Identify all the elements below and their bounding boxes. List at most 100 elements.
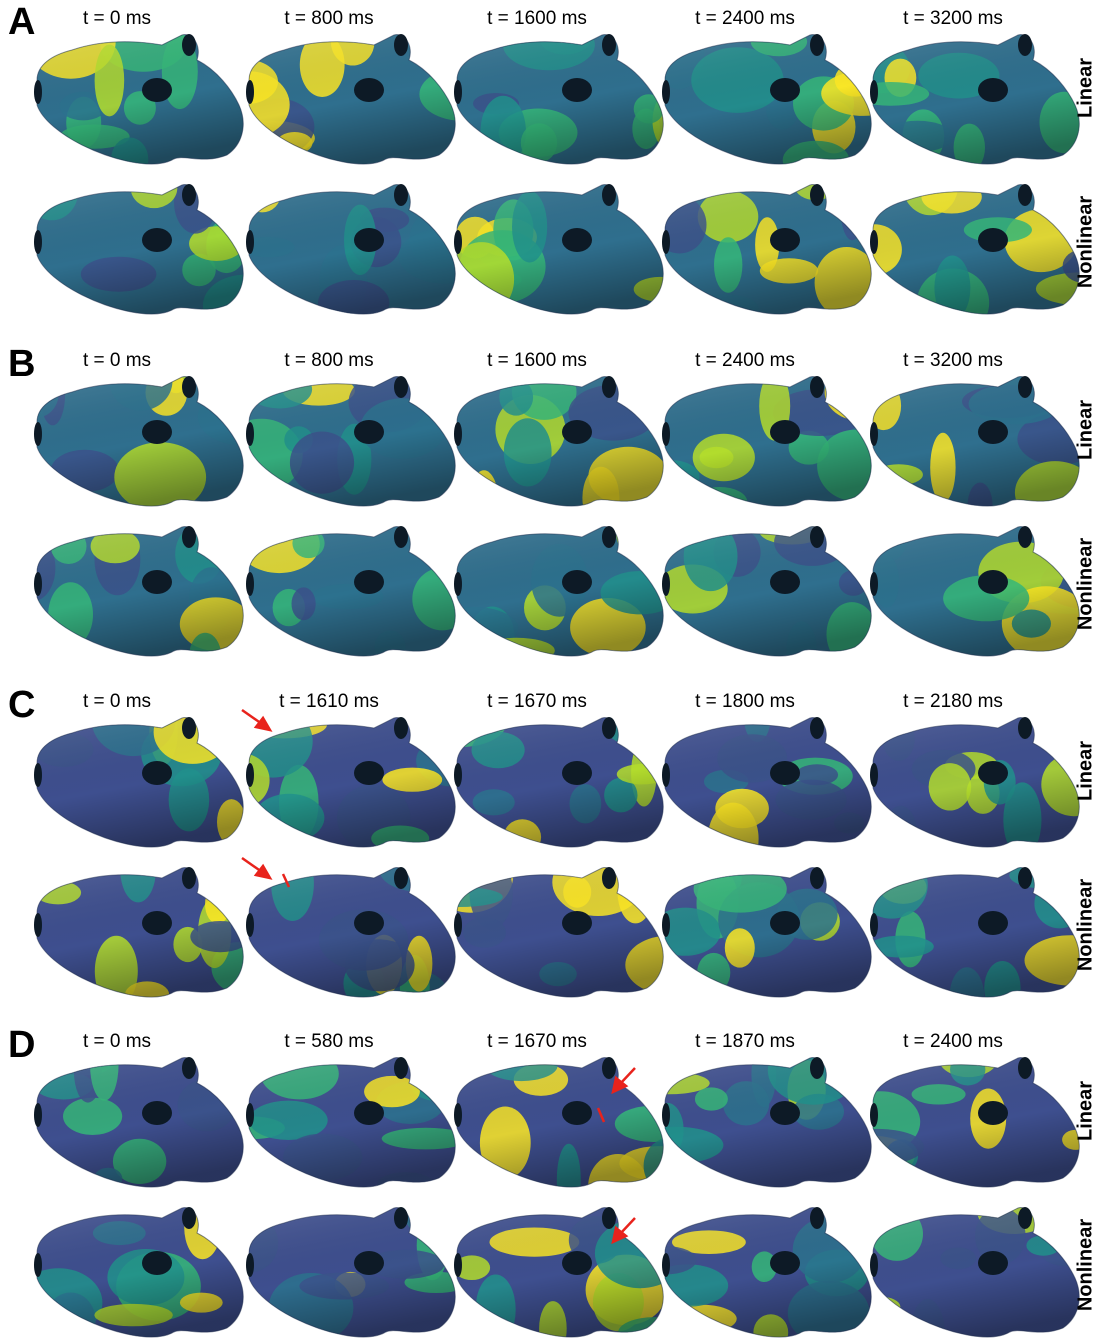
vessel-opening bbox=[142, 1101, 172, 1125]
vessel-opening bbox=[602, 526, 616, 548]
vessel-opening bbox=[394, 34, 408, 56]
vessel-opening bbox=[602, 1207, 616, 1229]
vessel-opening bbox=[602, 376, 616, 398]
activation-patch bbox=[870, 1319, 895, 1338]
vessel-opening bbox=[246, 763, 254, 787]
heart-surface bbox=[26, 4, 252, 181]
row-label: Nonlinear bbox=[1074, 196, 1096, 288]
heart bbox=[641, 363, 899, 517]
vessel-opening bbox=[870, 422, 878, 446]
vessel-opening bbox=[1018, 1057, 1032, 1079]
vessel-opening bbox=[602, 1057, 616, 1079]
vessel-opening bbox=[34, 230, 42, 254]
heart-surface bbox=[652, 173, 880, 322]
row-label: Linear bbox=[1074, 1081, 1096, 1141]
activation-patch bbox=[624, 1050, 648, 1088]
vessel-opening bbox=[978, 228, 1008, 252]
time-label: t = 1600 ms bbox=[487, 350, 587, 371]
vessel-opening bbox=[810, 717, 824, 739]
vessel-opening bbox=[142, 420, 172, 444]
vessel-opening bbox=[662, 230, 670, 254]
surface-shading bbox=[32, 1053, 252, 1193]
heart bbox=[242, 175, 492, 325]
vessel-opening bbox=[770, 420, 800, 444]
vessel-opening bbox=[662, 572, 670, 596]
heart bbox=[866, 361, 1099, 529]
time-label: t = 800 ms bbox=[284, 350, 373, 371]
heart-surface bbox=[866, 361, 1099, 529]
row-label: Linear bbox=[1074, 58, 1096, 118]
activation-patch bbox=[444, 350, 475, 406]
vessel-opening bbox=[354, 761, 384, 785]
surface-shading bbox=[660, 713, 880, 853]
vessel-opening bbox=[770, 761, 800, 785]
heart-surface bbox=[847, 155, 1103, 337]
vessel-opening bbox=[454, 913, 462, 937]
heart bbox=[232, 510, 475, 663]
vessel-opening bbox=[454, 763, 462, 787]
heart bbox=[851, 30, 1100, 171]
vessel-opening bbox=[810, 34, 824, 56]
heart-surface bbox=[437, 180, 686, 320]
heart bbox=[218, 1048, 492, 1197]
surface-shading bbox=[452, 522, 672, 662]
activation-patch bbox=[239, 363, 265, 396]
vessel-opening bbox=[354, 1251, 384, 1275]
heart bbox=[452, 1050, 698, 1218]
surface-shading bbox=[32, 713, 252, 853]
vessel-opening bbox=[182, 867, 196, 889]
surface-shading bbox=[244, 372, 464, 512]
vessel-opening bbox=[978, 911, 1008, 935]
vessel-opening bbox=[810, 867, 824, 889]
time-label: t = 0 ms bbox=[83, 691, 151, 712]
activation-patch bbox=[440, 518, 519, 539]
heart bbox=[220, 350, 475, 512]
vessel-opening bbox=[1018, 526, 1032, 548]
heart bbox=[868, 713, 1103, 859]
row-label: Nonlinear bbox=[1074, 538, 1096, 630]
heart bbox=[830, 498, 1103, 663]
heart bbox=[437, 180, 686, 320]
vessel-opening bbox=[662, 1103, 670, 1127]
vessel-opening bbox=[662, 913, 670, 937]
vessel-opening bbox=[870, 1253, 878, 1277]
panel-letter: D bbox=[8, 1024, 35, 1066]
vessel-opening bbox=[34, 572, 42, 596]
vessel-opening bbox=[182, 717, 196, 739]
surface-shading bbox=[868, 863, 1088, 1003]
vessel-opening bbox=[810, 1207, 824, 1229]
heart bbox=[856, 1192, 1093, 1338]
vessel-opening bbox=[246, 1103, 254, 1127]
panel-letter: C bbox=[8, 684, 35, 726]
vessel-opening bbox=[602, 184, 616, 206]
heart-surface bbox=[244, 846, 464, 1020]
vessel-opening bbox=[978, 1251, 1008, 1275]
heart-surface bbox=[868, 713, 1103, 859]
vessel-opening bbox=[454, 572, 462, 596]
vessel-opening bbox=[246, 913, 254, 937]
vessel-opening bbox=[182, 34, 196, 56]
vessel-opening bbox=[562, 1101, 592, 1125]
heart bbox=[855, 851, 1103, 1026]
vessel-opening bbox=[246, 572, 254, 596]
surface-shading bbox=[32, 863, 252, 1003]
vessel-opening bbox=[394, 867, 408, 889]
surface-shading bbox=[660, 863, 880, 1003]
heart bbox=[847, 155, 1103, 337]
heart bbox=[654, 18, 906, 180]
vessel-opening bbox=[394, 376, 408, 398]
time-label: t = 2400 ms bbox=[695, 8, 795, 29]
vessel-opening bbox=[770, 228, 800, 252]
vessel-opening bbox=[394, 184, 408, 206]
vessel-opening bbox=[34, 80, 42, 104]
heart bbox=[32, 685, 273, 853]
surface-shading bbox=[244, 1203, 464, 1338]
heart-surface bbox=[15, 1195, 252, 1338]
time-label: t = 1800 ms bbox=[695, 691, 795, 712]
vessel-opening bbox=[394, 1207, 408, 1229]
vessel-opening bbox=[182, 1207, 196, 1229]
vessel-opening bbox=[662, 763, 670, 787]
surface-shading bbox=[868, 30, 1088, 170]
time-label: t = 2400 ms bbox=[903, 1031, 1003, 1052]
surface-shading bbox=[868, 713, 1088, 853]
